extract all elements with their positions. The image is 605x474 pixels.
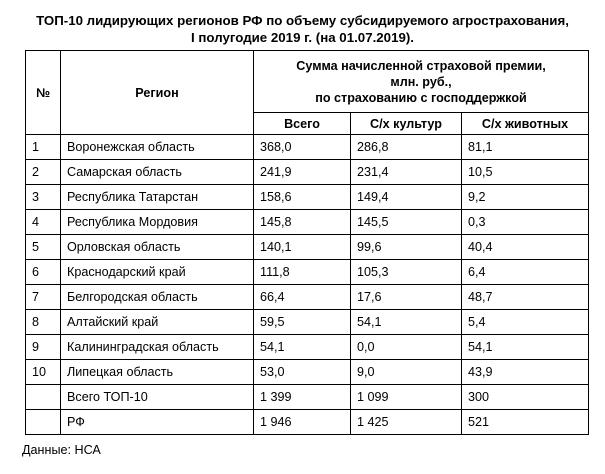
table-row: РФ 1 946 1 425 521 xyxy=(25,409,589,435)
table-row: 2 Самарская область 241,9 231,4 10,5 xyxy=(25,159,589,185)
cell-region: Республика Татарстан xyxy=(60,184,254,210)
cell-num: 3 xyxy=(25,184,61,210)
cell-crops: 99,6 xyxy=(350,234,462,260)
cell-crops: 149,4 xyxy=(350,184,462,210)
cell-num: 4 xyxy=(25,209,61,235)
cell-region: Самарская область xyxy=(60,159,254,185)
table-row: 6 Краснодарский край 111,8 105,3 6,4 xyxy=(25,259,589,285)
table-row: 8 Алтайский край 59,5 54,1 5,4 xyxy=(25,309,589,335)
cell-num xyxy=(25,384,61,410)
cell-crops: 286,8 xyxy=(350,134,462,160)
cell-crops: 54,1 xyxy=(350,309,462,335)
cell-num: 8 xyxy=(25,309,61,335)
cell-total: 158,6 xyxy=(253,184,351,210)
cell-total: 1 946 xyxy=(253,409,351,435)
title-line-1: ТОП-10 лидирующих регионов РФ по объему … xyxy=(36,13,569,28)
header-num: № xyxy=(25,50,61,135)
title-line-2: I полугодие 2019 г. (на 01.07.2019). xyxy=(191,30,414,45)
table-row: 9 Калининградская область 54,1 0,0 54,1 xyxy=(25,334,589,360)
cell-animals: 300 xyxy=(461,384,589,410)
header-region: Регион xyxy=(60,50,254,135)
cell-total: 54,1 xyxy=(253,334,351,360)
cell-total: 140,1 xyxy=(253,234,351,260)
cell-num: 9 xyxy=(25,334,61,360)
table-row: Всего ТОП-10 1 399 1 099 300 xyxy=(25,384,589,410)
header-premium-line-3: по страхованию с господдержкой xyxy=(315,90,527,105)
cell-animals: 5,4 xyxy=(461,309,589,335)
cell-num: 7 xyxy=(25,284,61,310)
cell-region: Липецкая область xyxy=(60,359,254,385)
header-animals: С/х животных xyxy=(461,112,589,135)
cell-total: 111,8 xyxy=(253,259,351,285)
cell-region: Белгородская область xyxy=(60,284,254,310)
source-note: Данные: НСА xyxy=(22,443,101,457)
cell-crops: 231,4 xyxy=(350,159,462,185)
table-body: 1 Воронежская область 368,0 286,8 81,1 2 Самар… xyxy=(25,134,589,435)
cell-total: 66,4 xyxy=(253,284,351,310)
header-premium-line-1: Сумма начисленной страховой премии, xyxy=(296,58,546,73)
cell-total: 1 399 xyxy=(253,384,351,410)
cell-total: 53,0 xyxy=(253,359,351,385)
cell-animals: 0,3 xyxy=(461,209,589,235)
cell-total: 368,0 xyxy=(253,134,351,160)
cell-crops: 145,5 xyxy=(350,209,462,235)
table-row: 10 Липецкая область 53,0 9,0 43,9 xyxy=(25,359,589,385)
cell-num: 5 xyxy=(25,234,61,260)
cell-num xyxy=(25,409,61,435)
table-row: 4 Республика Мордовия 145,8 145,5 0,3 xyxy=(25,209,589,235)
page-title: ТОП-10 лидирующих регионов РФ по объему … xyxy=(0,12,605,46)
cell-region: Воронежская область xyxy=(60,134,254,160)
cell-crops: 9,0 xyxy=(350,359,462,385)
cell-animals: 521 xyxy=(461,409,589,435)
cell-region: Орловская область xyxy=(60,234,254,260)
cell-region: Всего ТОП-10 xyxy=(60,384,254,410)
header-premium-line-2: млн. руб., xyxy=(390,74,452,89)
cell-region: Калининградская область xyxy=(60,334,254,360)
cell-crops: 1 099 xyxy=(350,384,462,410)
header-total: Всего xyxy=(253,112,351,135)
cell-crops: 0,0 xyxy=(350,334,462,360)
header-crops: С/х культур xyxy=(350,112,462,135)
table-header-row: № Регион Сумма начисленной страховой пре… xyxy=(25,50,589,135)
cell-total: 59,5 xyxy=(253,309,351,335)
cell-crops: 1 425 xyxy=(350,409,462,435)
cell-num: 10 xyxy=(25,359,61,385)
cell-total: 145,8 xyxy=(253,209,351,235)
cell-animals: 43,9 xyxy=(461,359,589,385)
header-premium-group: Сумма начисленной страховой премии, млн.… xyxy=(253,50,589,113)
cell-animals: 9,2 xyxy=(461,184,589,210)
cell-animals: 40,4 xyxy=(461,234,589,260)
cell-crops: 17,6 xyxy=(350,284,462,310)
table-row: 1 Воронежская область 368,0 286,8 81,1 xyxy=(25,134,589,160)
cell-animals: 10,5 xyxy=(461,159,589,185)
cell-animals: 48,7 xyxy=(461,284,589,310)
cell-total: 241,9 xyxy=(253,159,351,185)
cell-crops: 105,3 xyxy=(350,259,462,285)
cell-animals: 81,1 xyxy=(461,134,589,160)
table-row: 7 Белгородская область 66,4 17,6 48,7 xyxy=(25,284,589,310)
cell-num: 2 xyxy=(25,159,61,185)
cell-animals: 6,4 xyxy=(461,259,589,285)
cell-region: Краснодарский край xyxy=(60,259,254,285)
cell-animals: 54,1 xyxy=(461,334,589,360)
cell-region: Алтайский край xyxy=(60,309,254,335)
cell-num: 1 xyxy=(25,134,61,160)
data-table: № Регион Сумма начисленной страховой пре… xyxy=(25,50,589,435)
table-row: 5 Орловская область 140,1 99,6 40,4 xyxy=(25,234,589,260)
cell-region: Республика Мордовия xyxy=(60,209,254,235)
cell-num: 6 xyxy=(25,259,61,285)
cell-region: РФ xyxy=(60,409,254,435)
table-row: 3 Республика Татарстан 158,6 149,4 9,2 xyxy=(25,184,589,210)
